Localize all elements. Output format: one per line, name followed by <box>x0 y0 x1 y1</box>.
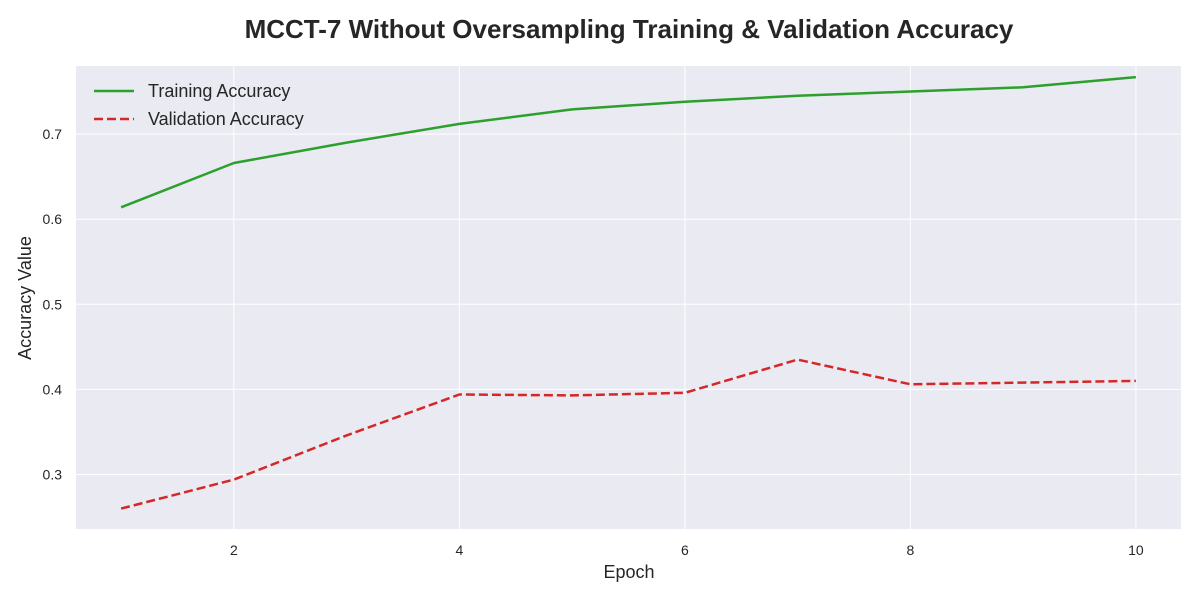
chart-title: MCCT-7 Without Oversampling Training & V… <box>245 14 1014 44</box>
y-tick-label: 0.3 <box>43 467 63 483</box>
y-tick-label: 0.5 <box>43 296 63 312</box>
y-tick-label: 0.4 <box>43 381 63 397</box>
x-tick-label: 2 <box>230 542 238 558</box>
grid-lines <box>76 66 1181 529</box>
x-axis-ticks: 2 4 6 8 10 <box>230 542 1144 558</box>
y-tick-label: 0.7 <box>43 126 63 142</box>
y-axis-ticks: 0.3 0.4 0.5 0.6 0.7 <box>43 126 63 482</box>
x-tick-label: 8 <box>906 542 914 558</box>
legend-label-validation: Validation Accuracy <box>148 109 304 129</box>
x-tick-label: 10 <box>1128 542 1144 558</box>
x-tick-label: 6 <box>681 542 689 558</box>
plot-area <box>76 66 1181 529</box>
series-line-training <box>120 75 1137 209</box>
legend-label-training: Training Accuracy <box>148 81 290 101</box>
x-axis-label: Epoch <box>603 562 654 582</box>
y-tick-label: 0.6 <box>43 211 63 227</box>
series-layer <box>120 75 1137 510</box>
legend: Training Accuracy Validation Accuracy <box>94 81 304 129</box>
y-axis-label: Accuracy Value <box>15 236 35 360</box>
x-tick-label: 4 <box>455 542 463 558</box>
series-line-validation <box>120 358 1136 510</box>
